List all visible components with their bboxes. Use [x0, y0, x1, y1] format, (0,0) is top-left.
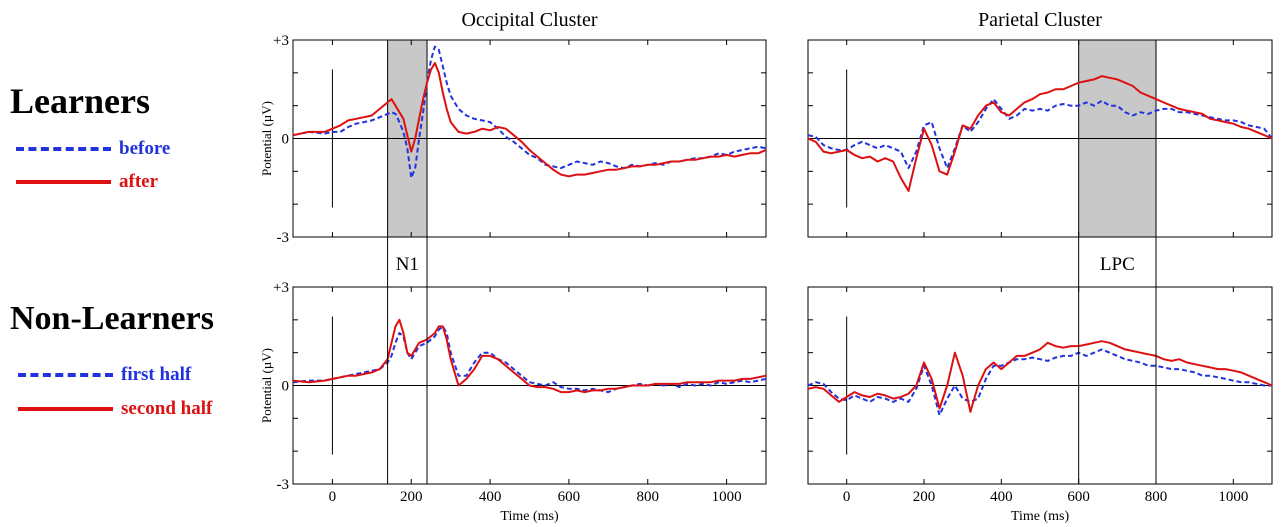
- legend-item-after: after: [16, 171, 158, 193]
- x-tick-label: 600: [558, 489, 581, 505]
- x-tick-label: 800: [637, 489, 660, 505]
- x-tick-label: 800: [1145, 489, 1168, 505]
- x-tick-label: 400: [479, 489, 502, 505]
- x-axis-label: Time (ms): [1011, 509, 1070, 524]
- series-line-before: [292, 45, 767, 179]
- legend-label-first-half: first half: [121, 364, 192, 385]
- x-tick-label: 0: [329, 489, 337, 505]
- erp-panel-2: 0 200 400 600 800 1000 +3 0 -3 Potential (µV) Time…: [259, 280, 767, 524]
- y-tick-label: 0: [282, 132, 290, 148]
- legend-item-before: before: [16, 138, 170, 160]
- group-heading-non-learners: Non-Learners: [10, 300, 214, 337]
- x-axis-label: Time (ms): [500, 509, 559, 524]
- series-line-before: [807, 98, 1273, 170]
- series-line-after: [292, 62, 767, 178]
- legend-swatch-second-half: [18, 407, 113, 411]
- legend-swatch-first-half: [18, 373, 113, 377]
- y-tick-label: 0: [282, 379, 290, 395]
- panel-title: Occipital Cluster: [461, 9, 597, 31]
- series-line-second-half: [292, 318, 767, 394]
- x-tick-label: 400: [990, 489, 1013, 505]
- series-line-second-half: [807, 340, 1273, 413]
- y-tick-label: +3: [273, 33, 289, 49]
- legend-swatch-after: [16, 180, 111, 184]
- legend-item-first-half: first half: [18, 364, 191, 386]
- y-tick-label: +3: [273, 280, 289, 296]
- y-tick-label: -3: [277, 230, 290, 246]
- series-line-first-half: [292, 325, 767, 394]
- x-tick-label: 0: [843, 489, 851, 505]
- legend-label-after: after: [119, 171, 159, 192]
- erp-panel-1: Parietal Cluster: [807, 9, 1273, 238]
- series-line-after: [807, 75, 1273, 192]
- legend-label-second-half: second half: [121, 398, 213, 419]
- x-tick-label: 1000: [712, 489, 742, 505]
- window-label-lpc: LPC: [1100, 254, 1135, 275]
- x-tick-label: 200: [913, 489, 936, 505]
- series-line-first-half: [807, 348, 1272, 417]
- legend-item-second-half: second half: [18, 398, 212, 420]
- legend-swatch-before: [16, 147, 111, 151]
- y-axis-label: Potential (µV): [259, 348, 274, 423]
- panel-title: Parietal Cluster: [978, 9, 1102, 31]
- group-heading-learners: Learners: [10, 81, 150, 121]
- erp-panel-0: +3 0 -3 Potential (µV) Occipital Cluster: [259, 9, 767, 246]
- x-tick-label: 600: [1067, 489, 1090, 505]
- window-label-n1: N1: [396, 254, 419, 275]
- y-tick-label: -3: [277, 477, 290, 493]
- legend-label-before: before: [119, 138, 171, 159]
- erp-panel-3: 0 200 400 600 800 1000 Time (ms): [807, 286, 1273, 524]
- y-axis-label: Potential (µV): [259, 101, 274, 176]
- x-tick-label: 1000: [1218, 489, 1248, 505]
- x-tick-label: 200: [400, 489, 423, 505]
